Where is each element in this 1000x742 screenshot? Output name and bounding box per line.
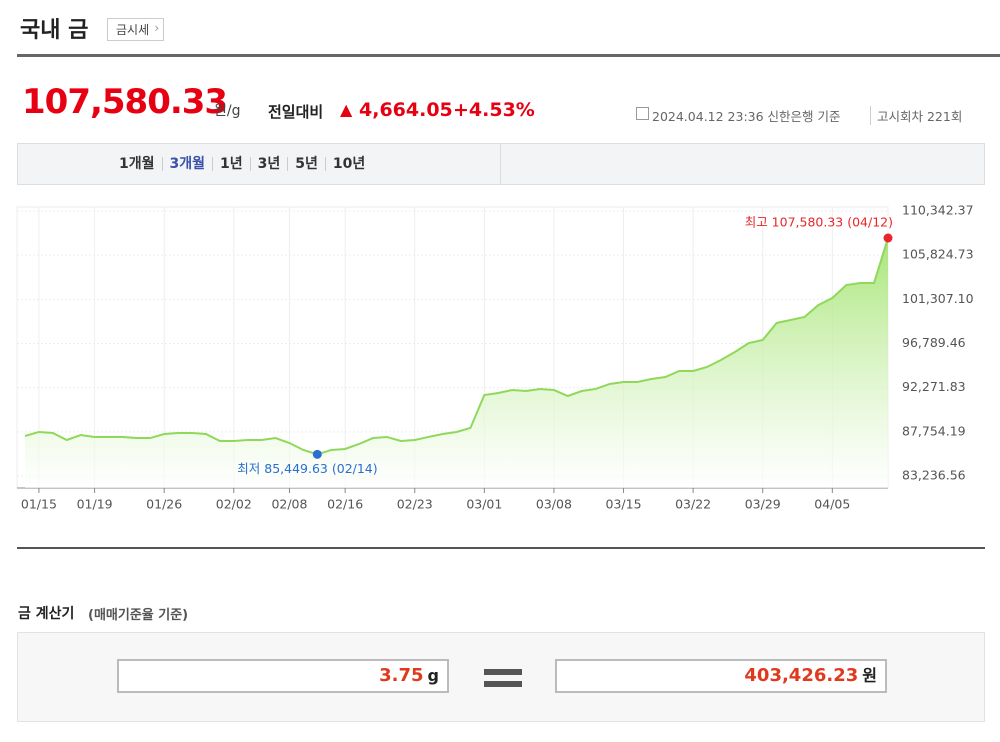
calculator-subtitle: (매매기준율 기준): [88, 608, 189, 623]
calendar-icon: [636, 107, 649, 120]
page-title: 국내 금: [20, 18, 89, 43]
x-tick-label: 03/29: [745, 497, 781, 512]
annotation: 최고 107,580.33 (04/12): [745, 215, 893, 230]
timestamp: 2024.04.12 23:36 신한은행 기준: [652, 109, 841, 124]
y-tick-label: 87,754.19: [902, 423, 966, 438]
y-tick-label: 83,236.56: [902, 468, 966, 483]
tab-list: 1개월 3개월 1년 3년 5년 10년: [112, 157, 372, 171]
annotation: 최저 85,449.63 (02/14): [237, 461, 377, 476]
input-unit: g: [427, 666, 439, 685]
quote-button[interactable]: 금시세: [107, 18, 165, 41]
x-tick-label: 01/26: [146, 497, 182, 512]
line: [24, 237, 889, 456]
tab[interactable]: 3년: [249, 157, 288, 171]
tab-divider: [500, 143, 501, 185]
price-value: 107,580.33: [22, 82, 228, 122]
extreme-point: [883, 233, 893, 243]
change-rate: +4.53%: [453, 99, 535, 121]
divider: [17, 547, 985, 549]
tab[interactable]: 10년: [324, 157, 372, 171]
x-tick-label: 02/02: [216, 497, 252, 512]
chart: 83,236.56 87,754.19 92,271.83 96,789.46 101,…: [16, 203, 974, 512]
x-tick-label: 03/08: [536, 497, 572, 512]
y-tick-label: 92,271.83: [902, 379, 966, 394]
y-tick-label: 101,307.10: [902, 291, 974, 306]
extreme-point: [312, 449, 322, 459]
tab[interactable]: 3개월: [161, 157, 213, 171]
calculator-title: 금 계산기: [18, 606, 75, 622]
x-tick-label: 01/15: [21, 497, 57, 512]
price-unit: 원/g: [214, 103, 241, 119]
input-value[interactable]: 3.75: [379, 665, 424, 686]
x-tick-label: 04/05: [814, 497, 850, 512]
tab[interactable]: 1개월: [119, 156, 155, 172]
x-tick-label: 03/22: [675, 497, 711, 512]
gram-input[interactable]: 3.75 g: [117, 659, 449, 693]
change-value: 4,664.05: [359, 99, 453, 121]
y-tick-label: 110,342.37: [902, 203, 974, 218]
x-tick-label: 03/15: [606, 497, 642, 512]
y-tick-label: 105,824.73: [902, 247, 974, 262]
area-fill: [25, 238, 888, 488]
tab[interactable]: 5년: [287, 157, 325, 171]
up-icon: ▲: [340, 100, 353, 119]
x-tick-label: 02/23: [397, 497, 433, 512]
x-tick-label: 02/16: [327, 497, 363, 512]
x-tick-label: 03/01: [466, 497, 502, 512]
change-label: 전일대비: [268, 103, 324, 121]
x-tick-label: 01/19: [77, 497, 113, 512]
divider: [17, 54, 1000, 57]
result-value: 403,426.23: [744, 665, 859, 686]
result-unit: 원: [862, 666, 877, 685]
won-output: 403,426.23 원: [555, 659, 887, 693]
tab[interactable]: 1년: [212, 157, 250, 171]
equals-icon: [484, 669, 522, 675]
x-tick-label: 02/08: [271, 497, 307, 512]
round: 고시회차 221회: [870, 106, 962, 125]
equals-icon: [484, 681, 522, 687]
y-tick-label: 96,789.46: [902, 335, 966, 350]
tab-bar: [17, 143, 985, 185]
